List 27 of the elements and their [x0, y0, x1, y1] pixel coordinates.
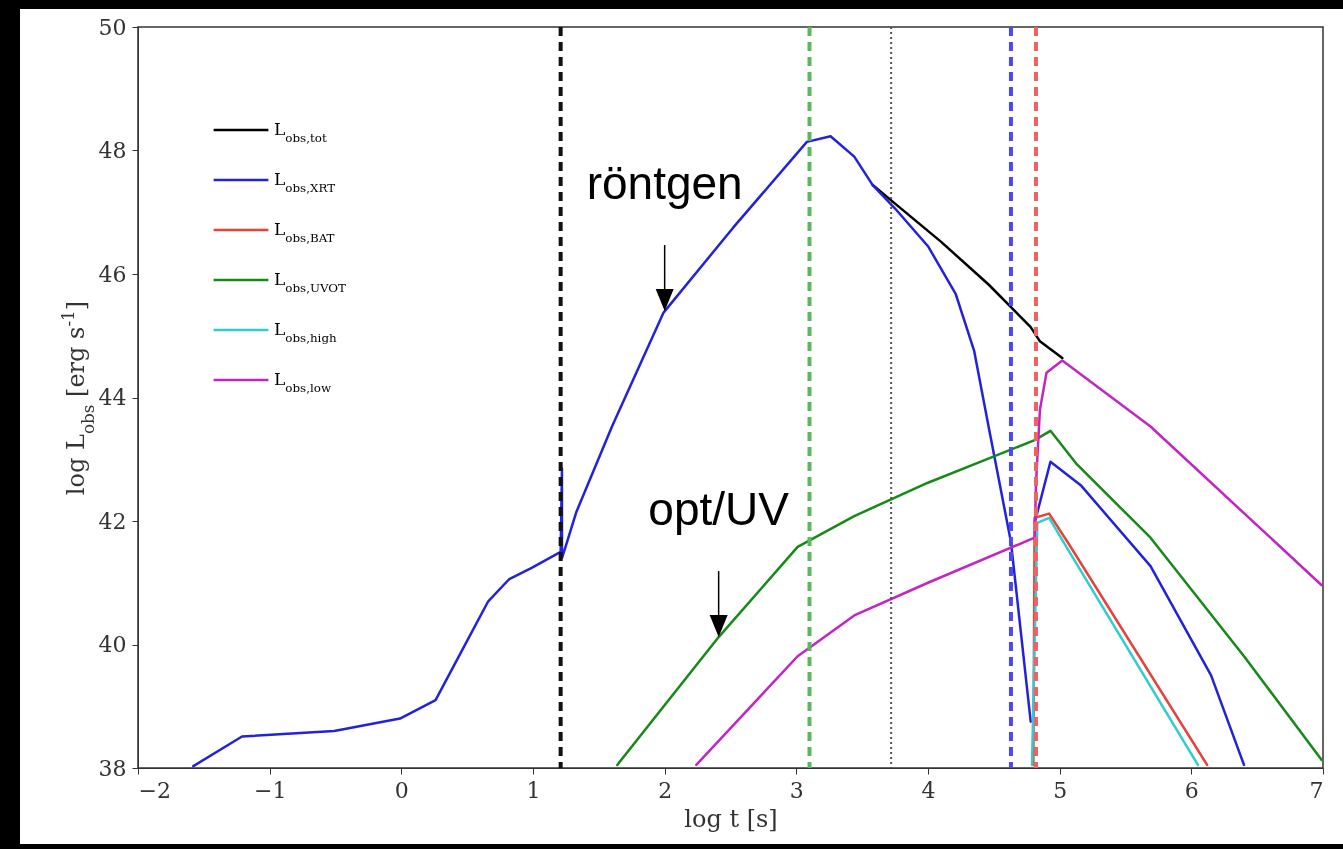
annotation: opt/UV — [648, 483, 790, 536]
y-tick-label: 38 — [98, 755, 127, 781]
legend-label: L$_{obs,UVOT}$ — [274, 269, 347, 295]
x-tick-label: 5 — [1053, 777, 1068, 803]
y-tick-label: 44 — [98, 385, 127, 410]
y-tick-label: 40 — [98, 632, 127, 657]
x-tick-label: 2 — [658, 777, 673, 803]
x-tick-label: −1 — [253, 777, 287, 803]
y-tick-label: 50 — [98, 14, 127, 40]
x-tick-label: 4 — [921, 777, 936, 803]
legend-label: L$_{obs,BAT}$ — [274, 219, 335, 245]
line-series — [616, 429, 1323, 767]
legend-label: L$_{obs,high}$ — [274, 319, 338, 345]
legend-label: L$_{obs,low}$ — [274, 369, 332, 395]
x-tick-label: 3 — [789, 777, 804, 803]
x-axis-title: log t [s] — [684, 804, 778, 833]
x-tick-label: 0 — [394, 777, 409, 803]
legend-label: L$_{obs,XRT}$ — [274, 169, 336, 195]
y-tick-label: 46 — [98, 261, 127, 287]
y-tick-label: 42 — [98, 508, 127, 534]
legend-label: L$_{obs,tot}$ — [274, 119, 327, 145]
x-tick-label: 7 — [1309, 777, 1324, 803]
annotation: röntgen — [586, 157, 743, 210]
x-tick-label: 1 — [526, 777, 541, 803]
y-tick-label: 48 — [98, 138, 127, 163]
x-tick-label: −2 — [138, 777, 171, 803]
x-tick-label: 6 — [1184, 777, 1199, 803]
